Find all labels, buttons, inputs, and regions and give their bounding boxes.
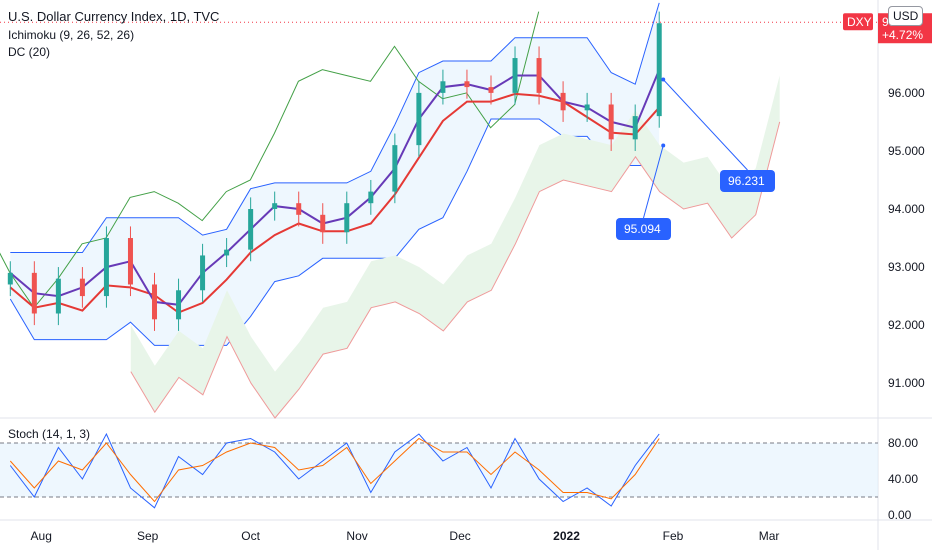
time-tick-label: Aug — [31, 529, 52, 543]
candle-body — [79, 278, 85, 297]
symbol-badge-bg — [843, 13, 873, 31]
candle-body — [488, 87, 494, 93]
stoch-tick-label: 80.00 — [888, 436, 918, 450]
ichimoku-tenkan — [9, 69, 661, 306]
price-tick-label: 93.000 — [888, 260, 925, 274]
stoch-k-line — [9, 432, 660, 509]
price-tick-label: 92.000 — [888, 318, 925, 332]
candle-body — [296, 203, 302, 215]
time-tick-label: Mar — [759, 529, 780, 543]
stochastic-legend: Stoch (14, 1, 3) — [8, 427, 91, 441]
candle-body — [536, 58, 542, 93]
candle-body — [55, 278, 61, 314]
callout-anchor — [661, 143, 666, 148]
candle-body — [464, 81, 470, 88]
candle-body — [248, 209, 254, 250]
time-tick-label: Dec — [449, 529, 470, 543]
chart-title: U.S. Dollar Currency Index, 1D, TVC — [8, 9, 220, 24]
callout-label: 96.231 — [728, 174, 765, 188]
callout-anchor — [661, 77, 666, 82]
stoch-tick-label: 40.00 — [888, 472, 918, 486]
ichimoku-span-b — [130, 121, 781, 419]
callout-box — [616, 218, 671, 240]
stoch-d-line — [9, 437, 660, 503]
candle-body — [200, 255, 206, 291]
ichimoku-kijun — [9, 92, 660, 314]
candle-body — [512, 58, 518, 93]
candle-body — [584, 104, 590, 111]
candle-body — [272, 203, 278, 209]
price-tick-label: 91.000 — [888, 376, 925, 390]
candle-body — [152, 284, 158, 320]
price-badge-change: +4.72% — [882, 28, 923, 42]
currency-button[interactable]: USD — [888, 6, 924, 26]
symbol-badge-label: DXY — [847, 15, 872, 29]
time-tick-label: Feb — [663, 529, 684, 543]
candle-body — [608, 104, 614, 140]
candle-body — [103, 238, 109, 297]
candle-body — [416, 92, 422, 146]
time-tick-label: Sep — [137, 529, 159, 543]
stoch-band — [0, 443, 878, 497]
stoch-tick-label: 0.00 — [888, 508, 912, 522]
candle-body — [7, 272, 13, 285]
candle-body — [176, 290, 182, 320]
candle-body — [344, 203, 350, 233]
ichimoku-chikou — [0, 11, 540, 309]
candle-body — [656, 23, 662, 117]
donchian-fill — [10, 2, 660, 346]
time-tick-label: Nov — [346, 529, 367, 543]
donchian-lower — [9, 118, 660, 346]
candle-body — [127, 238, 133, 285]
donchian-legend: DC (20) — [8, 45, 51, 59]
price-tick-label: 94.000 — [888, 202, 925, 216]
candle-body — [320, 214, 326, 233]
callout-label: 95.094 — [624, 222, 661, 236]
price-tick-label: 96.000 — [888, 86, 925, 100]
ichimoku-legend: Ichimoku (9, 26, 52, 26) — [8, 28, 135, 42]
candle-body — [224, 249, 230, 256]
candle-body — [368, 191, 374, 204]
callout-pointer — [643, 145, 664, 219]
candle-body — [632, 116, 638, 140]
callout-box — [720, 170, 775, 192]
candle-body — [560, 92, 566, 111]
callout-pointer — [662, 79, 748, 171]
price-tick-label: 95.000 — [888, 144, 925, 158]
time-tick-label: 2022 — [553, 529, 580, 543]
candle-body — [440, 81, 446, 93]
time-tick-label: Oct — [241, 529, 260, 543]
ichimoku-cloud — [130, 75, 780, 418]
candle-body — [392, 145, 398, 192]
candle-body — [31, 272, 37, 314]
